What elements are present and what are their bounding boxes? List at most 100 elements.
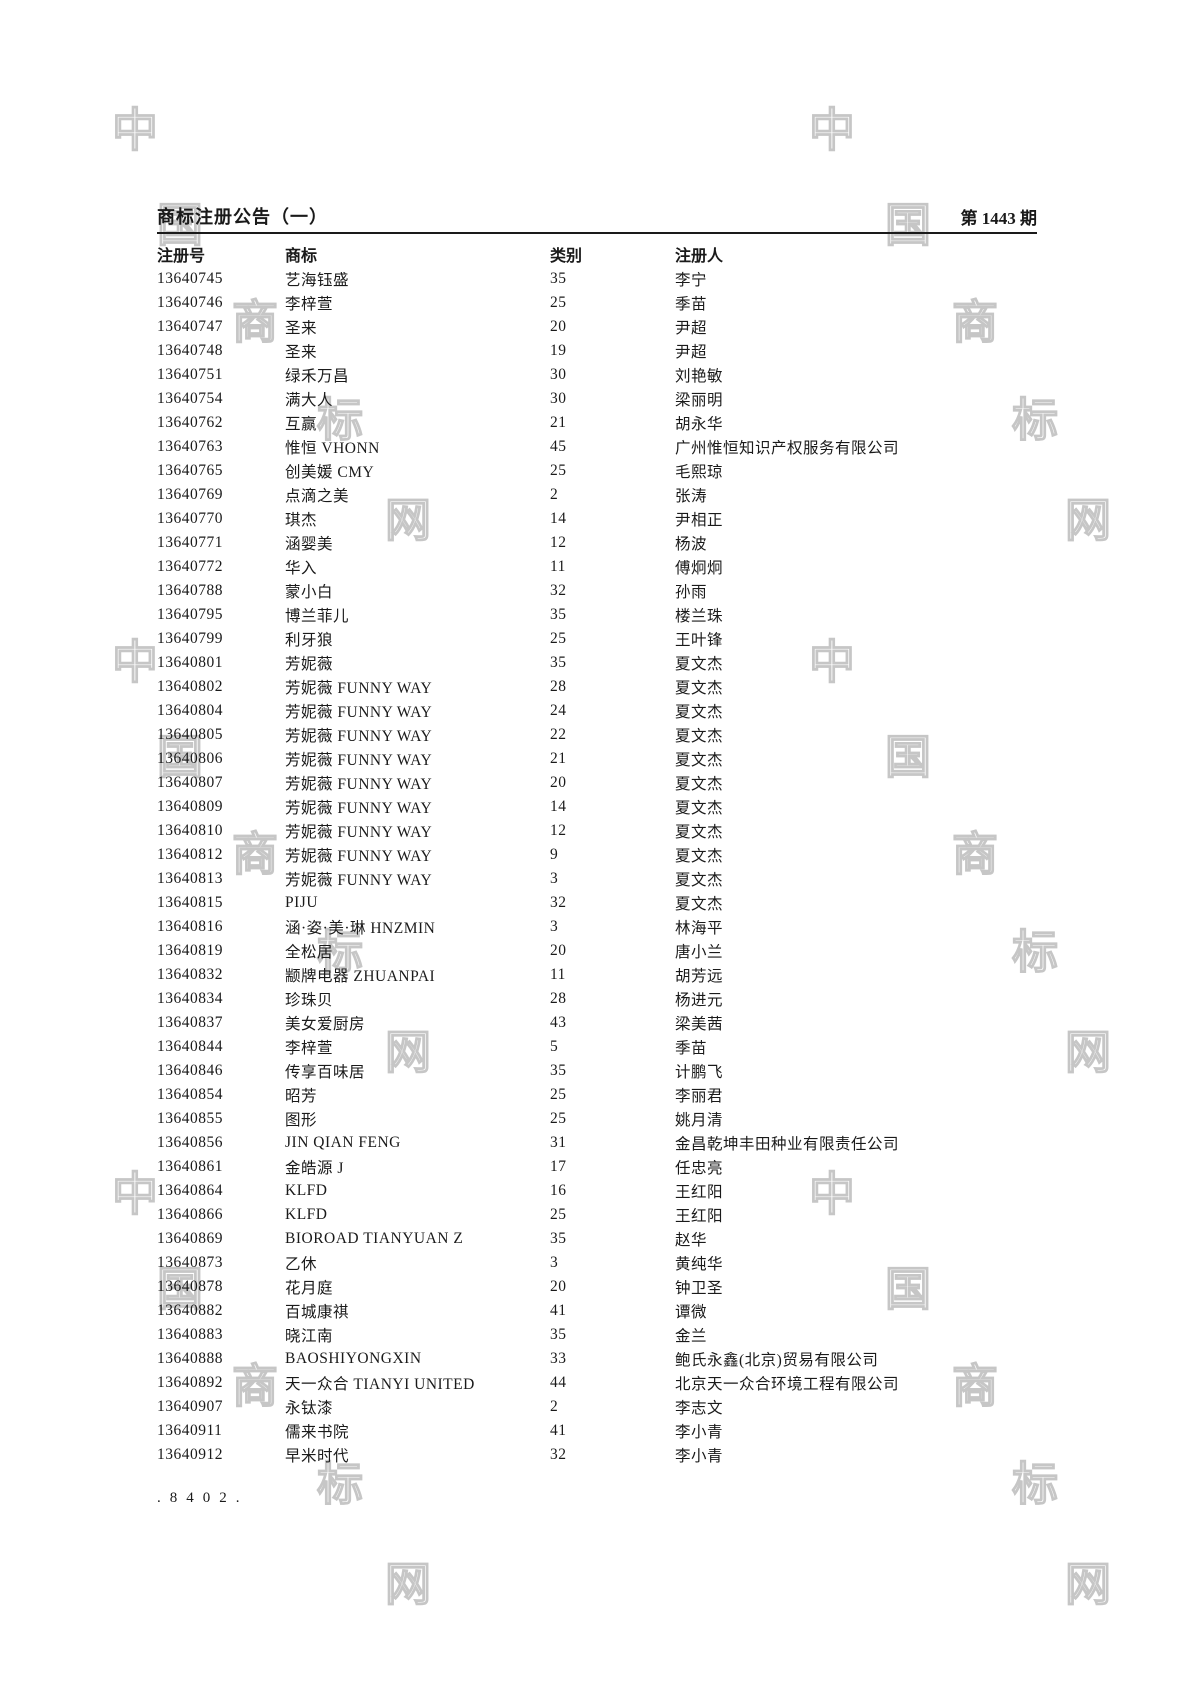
cell-trademark: 艺海钰盛	[285, 272, 350, 289]
watermark-glyph: 标	[316, 1458, 363, 1510]
cell-registrant: 姚月清	[675, 1112, 724, 1129]
cell-reg-no: 13640813	[157, 870, 223, 887]
table-row: 13640911 儒来书院 41 李小青	[157, 1419, 1057, 1443]
cell-registrant: 李志文	[675, 1400, 724, 1417]
cell-registrant: 钟卫圣	[675, 1280, 724, 1297]
cell-trademark: 惟恒 VHONN	[285, 440, 380, 457]
cell-class: 28	[550, 990, 567, 1007]
cell-trademark: 芳妮薇 FUNNY WAY	[285, 728, 433, 745]
cell-reg-no: 13640861	[157, 1158, 223, 1175]
cell-trademark: BIOROAD TIANYUAN Z	[285, 1230, 464, 1247]
cell-reg-no: 13640747	[157, 318, 223, 335]
table-row: 13640855 图形 25 姚月清	[157, 1107, 1057, 1131]
cell-reg-no: 13640762	[157, 414, 223, 431]
cell-trademark: 珍珠贝	[285, 992, 334, 1009]
table-row: 13640809 芳妮薇 FUNNY WAY 14 夏文杰	[157, 795, 1057, 819]
table-row: 13640819 全松居 20 唐小兰	[157, 939, 1057, 963]
cell-class: 35	[550, 1062, 567, 1079]
table-row: 13640802 芳妮薇 FUNNY WAY 28 夏文杰	[157, 675, 1057, 699]
table-row: 13640746 李梓萱 25 季苗	[157, 291, 1057, 315]
watermark-glyph: 中	[808, 104, 855, 156]
cell-class: 45	[550, 438, 567, 455]
cell-trademark: 美女爱厨房	[285, 1016, 366, 1033]
cell-registrant: 夏文杰	[675, 704, 724, 721]
table-row: 13640804 芳妮薇 FUNNY WAY 24 夏文杰	[157, 699, 1057, 723]
cell-reg-no: 13640802	[157, 678, 223, 695]
cell-registrant: 李小青	[675, 1448, 724, 1465]
cell-registrant: 夏文杰	[675, 680, 724, 697]
cell-trademark: 芳妮薇 FUNNY WAY	[285, 776, 433, 793]
cell-trademark: KLFD	[285, 1206, 328, 1223]
cell-class: 41	[550, 1302, 567, 1319]
table-body: 13640745 艺海钰盛 35 李宁 13640746 李梓萱 25 季苗 13640747 圣…	[157, 267, 1057, 1467]
table-row: 13640892 天一众合 TIANYI UNITED 44 北京天一众合环境工程有限…	[157, 1371, 1057, 1395]
cell-class: 25	[550, 462, 567, 479]
cell-registrant: 夏文杰	[675, 752, 724, 769]
cell-trademark: 李梓萱	[285, 296, 334, 313]
table-row: 13640832 颛牌电器 ZHUANPAI 11 胡芳远	[157, 963, 1057, 987]
cell-class: 25	[550, 294, 567, 311]
watermark-glyph: 网	[1064, 1026, 1111, 1078]
column-header-reg-no: 注册号	[157, 247, 206, 265]
cell-class: 2	[550, 486, 559, 503]
cell-reg-no: 13640801	[157, 654, 223, 671]
cell-reg-no: 13640834	[157, 990, 223, 1007]
cell-class: 14	[550, 510, 567, 527]
cell-trademark: 满大人	[285, 392, 334, 409]
cell-registrant: 夏文杰	[675, 800, 724, 817]
cell-registrant: 李丽君	[675, 1088, 724, 1105]
cell-registrant: 李宁	[675, 272, 708, 289]
cell-registrant: 夏文杰	[675, 824, 724, 841]
cell-reg-no: 13640765	[157, 462, 223, 479]
cell-trademark: 芳妮薇 FUNNY WAY	[285, 680, 433, 697]
cell-reg-no: 13640856	[157, 1134, 223, 1151]
cell-class: 32	[550, 1446, 567, 1463]
cell-registrant: 王红阳	[675, 1208, 724, 1225]
table-row: 13640745 艺海钰盛 35 李宁	[157, 267, 1057, 291]
cell-registrant: 赵华	[675, 1232, 708, 1249]
table-row: 13640801 芳妮薇 35 夏文杰	[157, 651, 1057, 675]
table-row: 13640844 李梓萱 5 季苗	[157, 1035, 1057, 1059]
cell-trademark: 琪杰	[285, 512, 318, 529]
cell-reg-no: 13640869	[157, 1230, 223, 1247]
table-row: 13640806 芳妮薇 FUNNY WAY 21 夏文杰	[157, 747, 1057, 771]
table-row: 13640864 KLFD 16 王红阳	[157, 1179, 1057, 1203]
cell-registrant: 王叶锋	[675, 632, 724, 649]
cell-trademark: 涵·姿·美·琳 HNZMIN	[285, 920, 436, 937]
cell-reg-no: 13640812	[157, 846, 223, 863]
cell-reg-no: 13640745	[157, 270, 223, 287]
table-row: 13640788 蒙小白 32 孙雨	[157, 579, 1057, 603]
cell-reg-no: 13640816	[157, 918, 223, 935]
cell-reg-no: 13640795	[157, 606, 223, 623]
cell-registrant: 鲍氏永鑫(北京)贸易有限公司	[675, 1352, 879, 1369]
cell-registrant: 杨波	[675, 536, 708, 553]
issue-number: 第 1443 期	[960, 209, 1038, 228]
table-row: 13640846 传享百味居 35 计鹏飞	[157, 1059, 1057, 1083]
cell-class: 32	[550, 582, 567, 599]
cell-trademark: 芳妮薇 FUNNY WAY	[285, 704, 433, 721]
cell-reg-no: 13640854	[157, 1086, 223, 1103]
document-header: 商标注册公告（一） 第 1443 期	[157, 200, 1037, 234]
cell-class: 25	[550, 1206, 567, 1223]
cell-reg-no: 13640888	[157, 1350, 223, 1367]
cell-reg-no: 13640855	[157, 1110, 223, 1127]
cell-reg-no: 13640819	[157, 942, 223, 959]
cell-reg-no: 13640770	[157, 510, 223, 527]
cell-reg-no: 13640807	[157, 774, 223, 791]
cell-trademark: 全松居	[285, 944, 334, 961]
cell-reg-no: 13640846	[157, 1062, 223, 1079]
cell-reg-no: 13640837	[157, 1014, 223, 1031]
cell-registrant: 广州惟恒知识产权服务有限公司	[675, 440, 900, 457]
table-row: 13640769 点滴之美 2 张涛	[157, 483, 1057, 507]
cell-registrant: 胡芳远	[675, 968, 724, 985]
table-row: 13640748 圣来 19 尹超	[157, 339, 1057, 363]
cell-trademark: 创美媛 CMY	[285, 464, 375, 481]
cell-class: 17	[550, 1158, 567, 1175]
cell-class: 20	[550, 1278, 567, 1295]
table-row: 13640873 乙休 3 黄纯华	[157, 1251, 1057, 1275]
cell-trademark: 花月庭	[285, 1280, 334, 1297]
cell-reg-no: 13640788	[157, 582, 223, 599]
cell-registrant: 楼兰珠	[675, 608, 724, 625]
cell-registrant: 张涛	[675, 488, 708, 505]
cell-registrant: 任忠亮	[675, 1160, 724, 1177]
